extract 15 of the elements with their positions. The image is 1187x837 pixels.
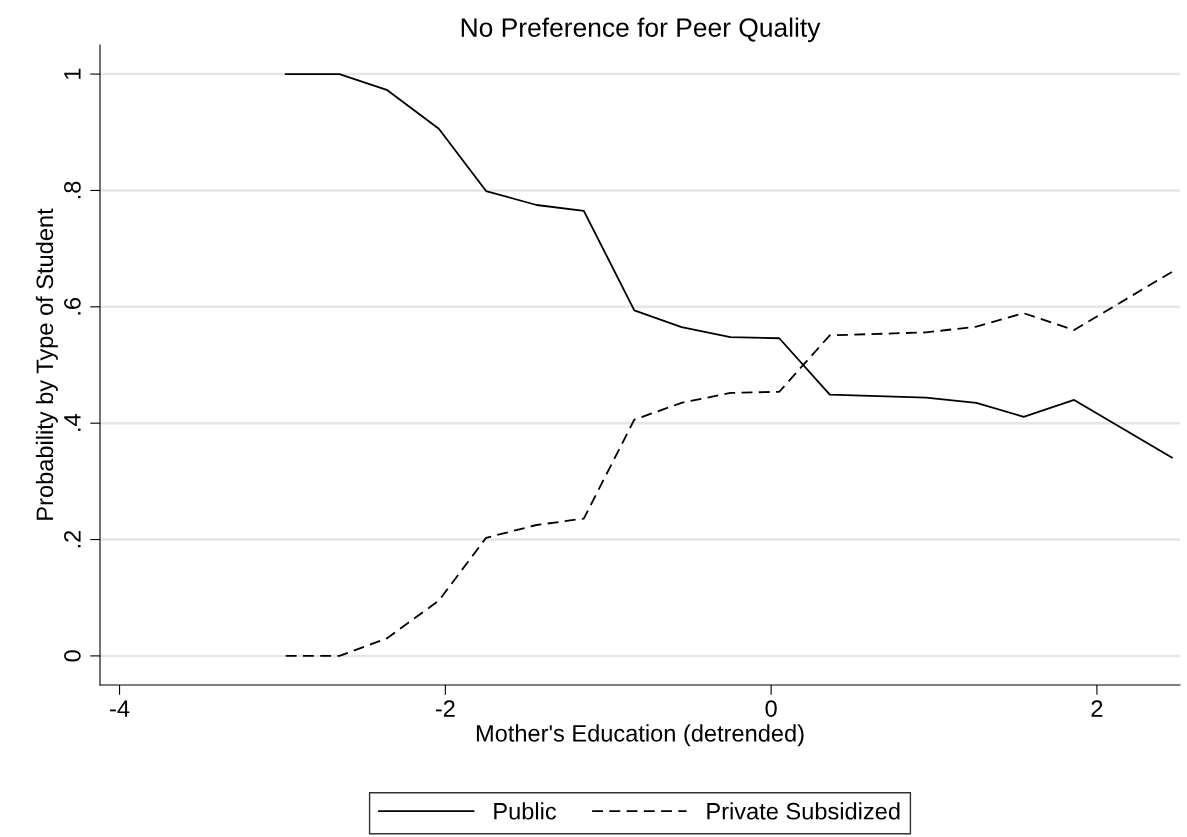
x-tick-label: -4 [110, 700, 130, 717]
y-axis-title: Probability by Type of Student [35, 208, 58, 520]
x-axis-title: Mother's Education (detrended) [476, 724, 804, 747]
y-tick-label: .6 [64, 298, 81, 315]
y-tick-label: 1 [64, 68, 81, 79]
x-tick-label: 2 [1091, 700, 1103, 717]
y-tick-label: 0 [64, 650, 81, 662]
y-tick-label: .2 [64, 530, 81, 548]
y-tick-label: .8 [64, 181, 81, 199]
legend-label: Private Subsidized [707, 802, 900, 820]
y-tick-label: .4 [64, 414, 81, 431]
chart-title: No Preference for Peer Quality [461, 17, 821, 43]
legend-label: Public [494, 802, 557, 820]
x-tick-label: -2 [435, 700, 455, 717]
x-tick-label: 0 [765, 700, 777, 717]
